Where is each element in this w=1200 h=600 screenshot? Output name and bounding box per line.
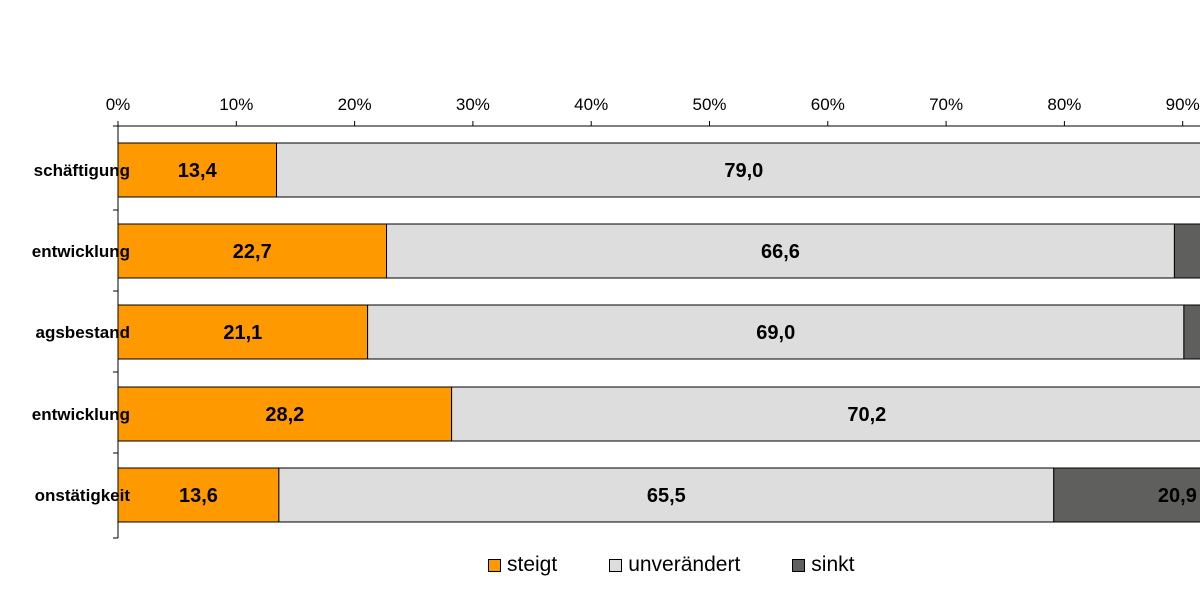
x-tick-label: 30% (456, 95, 490, 114)
legend-label-sinkt: sinkt (811, 553, 855, 576)
x-tick-label: 0% (106, 95, 131, 114)
legend-swatch-steigt (488, 558, 501, 572)
category-label: onstätigkeit (35, 486, 131, 505)
bar-segment (1053, 467, 1200, 523)
legend-label-unveraendert: unverändert (628, 553, 741, 576)
bar-segment (117, 142, 278, 198)
x-tick-label: 90% (1166, 95, 1200, 114)
x-tick-label: 80% (1047, 95, 1081, 114)
legend-item-sinkt: sinkt (792, 553, 854, 577)
bar-segment (117, 223, 388, 279)
legend-swatch-unveraendert (609, 558, 623, 572)
data-label: 20,9 (1158, 485, 1197, 507)
legend-label-steigt: steigt (507, 553, 558, 576)
category-label: entwicklung (32, 242, 130, 261)
bar-segment (451, 386, 1200, 442)
data-label: 66,6 (761, 241, 800, 263)
data-label: 21,1 (223, 322, 262, 344)
bar-segment (278, 467, 1055, 523)
x-tick-label: 70% (929, 95, 963, 114)
legend-item-steigt: steigt (488, 553, 557, 577)
x-tick-label: 10% (219, 95, 253, 114)
data-label: 79,0 (724, 160, 763, 182)
legend-swatch-sinkt (792, 558, 806, 572)
category-label: agsbestand (36, 323, 130, 342)
data-label: 22,7 (233, 241, 272, 263)
category-label: schäftigung (34, 161, 130, 180)
category-label: entwicklung (32, 405, 130, 424)
bar-segment (367, 304, 1185, 360)
data-label: 28,2 (265, 404, 304, 426)
bar-segment (117, 467, 280, 523)
data-label: 13,6 (179, 485, 218, 507)
x-tick-label: 60% (811, 95, 845, 114)
legend: steigt unverändert sinkt (488, 553, 906, 577)
legend-item-unveraendert: unverändert (609, 553, 740, 577)
bar-segment (1183, 304, 1200, 360)
data-label: 70,2 (847, 404, 886, 426)
x-tick-label: 40% (574, 95, 608, 114)
x-tick-label: 50% (692, 95, 726, 114)
bar-segment (117, 304, 369, 360)
bar-segment (117, 386, 453, 442)
bar-segment (386, 223, 1175, 279)
data-label: 65,5 (647, 485, 686, 507)
data-label: 69,0 (756, 322, 795, 344)
data-label: 13,4 (178, 160, 218, 182)
x-tick-label: 20% (338, 95, 372, 114)
bar-segment (276, 142, 1200, 198)
bar-segment (1173, 223, 1200, 279)
